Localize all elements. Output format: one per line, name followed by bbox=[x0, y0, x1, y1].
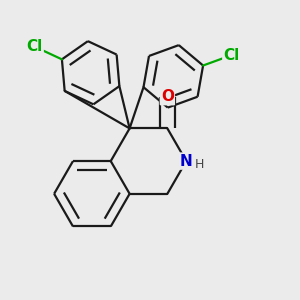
Text: N: N bbox=[180, 154, 193, 169]
Text: O: O bbox=[161, 89, 174, 104]
Text: H: H bbox=[194, 158, 204, 171]
Text: Cl: Cl bbox=[223, 48, 240, 63]
Text: Cl: Cl bbox=[26, 39, 43, 54]
